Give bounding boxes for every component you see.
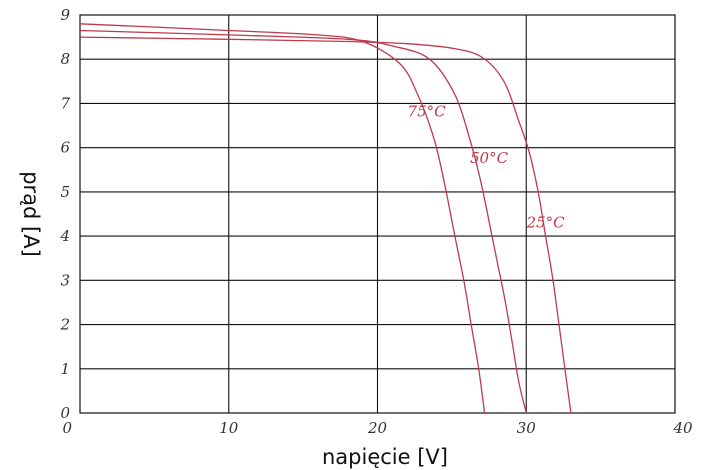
x-axis-label: napięcie [V] — [322, 445, 448, 469]
y-tick-label-0: 0 — [60, 404, 70, 422]
temperature-curves — [79, 23, 572, 414]
y-tick-label-7: 7 — [60, 94, 70, 112]
x-tick-label-1: 10 — [219, 419, 239, 437]
y-tick-label-1: 1 — [60, 360, 70, 378]
x-tick-label-3: 30 — [517, 419, 537, 437]
x-tick-label-4: 40 — [672, 419, 693, 437]
x-tick-label-2: 20 — [367, 419, 388, 437]
curve-series-1 — [79, 29, 527, 414]
curve-series-2 — [79, 23, 486, 414]
y-tick-label-6: 6 — [60, 139, 70, 157]
y-tick-label-8: 8 — [60, 50, 70, 68]
curve-series-0 — [79, 36, 572, 414]
y-axis-label: prąd [A] — [19, 171, 43, 257]
y-tick-label-9: 9 — [60, 6, 70, 24]
grid-lines — [80, 15, 675, 413]
y-tick-label-4: 4 — [59, 227, 70, 245]
y-tick-label-3: 3 — [60, 271, 70, 289]
curve-label-1: 50°C — [470, 149, 509, 167]
x-tick-label-0: 0 — [62, 419, 72, 437]
tick-labels: 0 1 2 3 4 5 6 7 8 9 0 10 20 30 40 — [59, 6, 693, 437]
curve-label-2: 25°C — [526, 213, 566, 231]
y-tick-label-5: 5 — [60, 183, 70, 201]
plot-frame — [79, 14, 676, 414]
curve-label-0: 75°C — [408, 103, 447, 121]
curve-annotations: 75°C 50°C 25°C — [408, 103, 566, 232]
y-tick-label-2: 2 — [59, 316, 70, 334]
